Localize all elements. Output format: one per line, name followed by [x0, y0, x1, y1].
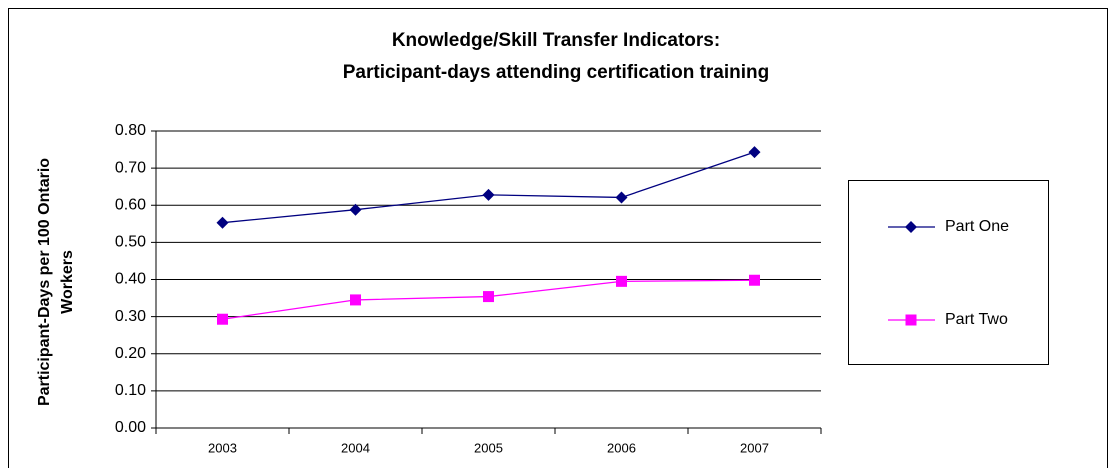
- marker: [482, 188, 495, 201]
- x-tick-label: 2005: [474, 440, 503, 455]
- y-tick-label: 0.60: [115, 196, 146, 213]
- marker: [349, 203, 362, 216]
- y-axis-label: Workers: [59, 250, 76, 314]
- y-tick-label: 0.40: [115, 271, 146, 288]
- marker: [616, 275, 627, 287]
- y-tick-label: 0.70: [115, 159, 146, 176]
- marker: [483, 291, 494, 303]
- marker: [748, 146, 761, 159]
- y-tick-label: 0.00: [115, 419, 146, 436]
- y-tick-label: 0.30: [115, 308, 146, 325]
- marker: [905, 314, 917, 326]
- legend-label: Part One: [945, 218, 1009, 235]
- y-tick-label: 0.50: [115, 234, 146, 251]
- marker: [216, 216, 229, 229]
- x-tick-label: 2006: [607, 440, 636, 455]
- y-tick-label: 0.80: [115, 122, 146, 139]
- x-tick-label: 2003: [208, 440, 237, 455]
- legend-label: Part Two: [945, 311, 1008, 328]
- legend-box: [848, 180, 1049, 365]
- marker: [749, 274, 760, 286]
- chart-title: Participant-days attending certification…: [343, 62, 770, 83]
- x-tick-label: 2004: [341, 440, 370, 455]
- marker: [615, 191, 628, 204]
- marker: [217, 313, 228, 325]
- x-tick-label: 2007: [740, 440, 769, 455]
- y-axis-label: Participant-Days per 100 Ontario: [36, 158, 53, 406]
- chart-title: Knowledge/Skill Transfer Indicators:: [392, 30, 720, 51]
- marker: [905, 221, 917, 233]
- y-tick-label: 0.20: [115, 345, 146, 362]
- marker: [350, 294, 361, 306]
- y-tick-label: 0.10: [115, 382, 146, 399]
